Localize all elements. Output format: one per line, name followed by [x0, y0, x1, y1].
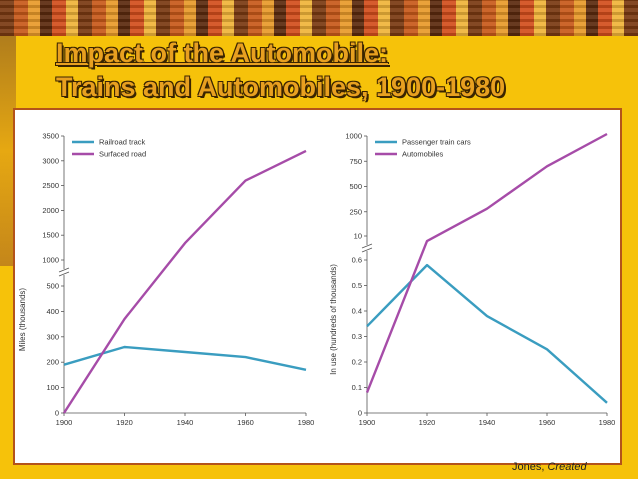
series-line-automobiles [365, 132, 608, 394]
y-tick-label: 0 [358, 409, 362, 418]
series-line-railroad-track [63, 345, 307, 371]
y-axis-label: Miles (thousands) [18, 288, 27, 351]
image-credit: Jones, Created [512, 461, 587, 473]
decorative-banner [0, 0, 638, 36]
x-tick-label: 1920 [419, 418, 436, 427]
y-tick-label: 1500 [42, 231, 59, 240]
y-tick-label: 10 [354, 232, 362, 241]
y-tick-label: 300 [46, 332, 59, 341]
x-tick-label: 1920 [116, 418, 133, 427]
y-tick-label: 0.5 [352, 281, 362, 290]
credit-note: Created [547, 461, 587, 473]
x-tick-label: 1960 [237, 418, 254, 427]
charts-figure: 0100200300400500100015002000250030003500… [18, 132, 616, 428]
y-tick-label: 500 [349, 182, 362, 191]
y-tick-label: 500 [46, 282, 59, 291]
y-tick-label: 0.1 [352, 383, 362, 392]
x-tick-label: 1980 [599, 418, 616, 427]
chart-frame: 0 100 200 300 400 500 1000 1500 2000 2500 3000 3500… [13, 108, 622, 465]
credit-author: Jones, [512, 461, 545, 473]
y-tick-label: 1000 [345, 132, 362, 141]
y-tick-label: 3500 [42, 132, 59, 141]
slide-title-line-1: Impact of the Automobile: [56, 38, 388, 68]
y-tick-label: 1000 [42, 256, 59, 265]
y-tick-label: 2500 [42, 181, 59, 190]
y-tick-label: 0.2 [352, 358, 362, 367]
axis-break-mark [361, 247, 373, 253]
series-line-passenger-train-cars [366, 263, 608, 404]
y-tick-label: 3000 [42, 156, 59, 165]
axis-break-mark [58, 271, 70, 277]
x-tick-label: 1940 [479, 418, 496, 427]
legend-label: Railroad track [99, 138, 146, 147]
legend-label: Passenger train cars [402, 138, 471, 147]
decorative-side-bar [0, 36, 16, 266]
series-line-surfaced-road [62, 149, 307, 414]
y-tick-label: 2000 [42, 206, 59, 215]
y-axis-label: In use (hundreds of thousands) [329, 264, 338, 375]
y-tick-label: 0.4 [352, 307, 362, 316]
x-tick-label: 1900 [359, 418, 376, 427]
y-tick-label: 0 [55, 409, 59, 418]
legend-label: Surfaced road [99, 150, 146, 159]
y-tick-label: 200 [46, 358, 59, 367]
axis-break-gap [59, 269, 69, 275]
axis-break-mark [361, 243, 373, 249]
y-tick-label: 250 [349, 207, 362, 216]
y-tick-label: 0.6 [352, 256, 362, 265]
slide-title: Impact of the Automobile: Trains and Aut… [56, 36, 505, 104]
x-tick-label: 1980 [298, 418, 315, 427]
y-tick-label: 100 [46, 383, 59, 392]
y-tick-label: 0.3 [352, 332, 362, 341]
x-tick-label: 1960 [539, 418, 556, 427]
legend-label: Automobiles [402, 150, 444, 159]
slide-title-line-2: Trains and Automobiles, 1900-1980 [56, 72, 506, 102]
x-tick-label: 1900 [56, 418, 73, 427]
y-tick-label: 750 [349, 157, 362, 166]
x-tick-label: 1940 [177, 418, 194, 427]
axis-break-gap [362, 245, 372, 251]
axis-break-mark [58, 267, 70, 273]
y-tick-label: 400 [46, 307, 59, 316]
